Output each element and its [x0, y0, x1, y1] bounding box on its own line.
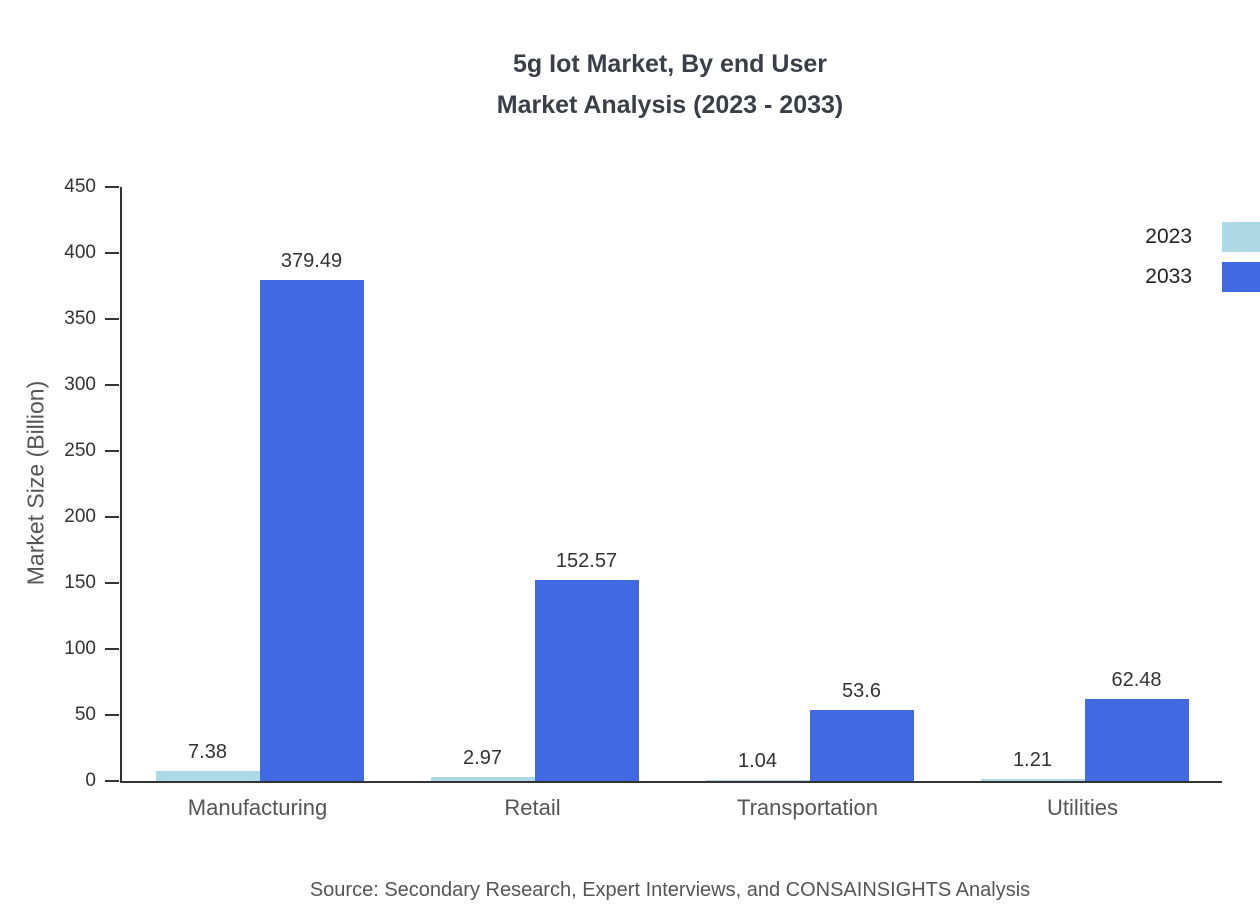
- y-tick-label: 150: [64, 572, 96, 593]
- y-tick: 100: [64, 638, 119, 660]
- legend-swatch-2023: [1222, 222, 1260, 252]
- bar-value-label-2033-utilities: 62.48: [1111, 668, 1162, 691]
- bar-2033-retail: [534, 579, 639, 781]
- chart-title-block: 5g Iot Market, By end User Market Analys…: [80, 52, 1260, 118]
- bar-value-label-2033-retail: 152.57: [555, 549, 618, 572]
- bar-2023-utilities: [980, 779, 1085, 781]
- bar-2033-transportation: [809, 710, 914, 781]
- y-tick-label: 400: [64, 242, 96, 263]
- y-axis-ticks: 0 50 100 150 200 250 300 350 400 450: [0, 176, 119, 791]
- bar-2023-transportation: [705, 779, 810, 781]
- y-tick: 150: [64, 572, 119, 594]
- y-tick-mark: [105, 714, 119, 716]
- bar-value-label-2023-transportation: 1.04: [738, 749, 777, 772]
- plot-area: 7.38 379.49 2.97 152.57 1.04 53.6 1.21 62.48: [120, 187, 1222, 783]
- bar-wrap-2023-transportation: 1.04: [705, 750, 810, 781]
- bar-wrap-2033-utilities: 62.48: [1084, 669, 1189, 781]
- y-tick: 300: [64, 374, 119, 396]
- bar-group-transportation: 1.04 53.6: [705, 680, 914, 781]
- legend-label-2023: 2023: [1145, 225, 1192, 248]
- chart-title: 5g Iot Market, By end User: [513, 50, 827, 78]
- y-tick-label: 100: [64, 638, 96, 659]
- y-tick-mark: [105, 252, 119, 254]
- x-category-label-manufacturing: Manufacturing: [187, 795, 328, 820]
- y-tick-label: 350: [64, 308, 96, 329]
- legend-item-2033: 2033: [1145, 262, 1260, 292]
- bar-2033-utilities: [1084, 698, 1189, 781]
- legend-swatch-2033: [1222, 262, 1260, 292]
- y-tick-label: 50: [74, 704, 96, 725]
- y-tick-mark: [105, 516, 119, 518]
- y-tick: 400: [64, 242, 119, 264]
- bar-2023-retail: [430, 777, 535, 781]
- bar-value-label-2033-transportation: 53.6: [842, 680, 881, 703]
- y-tick: 450: [64, 176, 119, 198]
- y-tick-mark: [105, 450, 119, 452]
- y-tick-mark: [105, 318, 119, 320]
- y-tick-label: 450: [64, 176, 96, 197]
- bar-value-label-2023-manufacturing: 7.38: [188, 741, 227, 764]
- bar-group-manufacturing: 7.38 379.49: [155, 250, 364, 781]
- bar-wrap-2033-transportation: 53.6: [809, 680, 914, 781]
- bar-group-utilities: 1.21 62.48: [980, 669, 1189, 781]
- x-category-label-utilities: Utilities: [1047, 795, 1118, 820]
- legend: 2023 2033: [1145, 222, 1260, 292]
- y-tick-mark: [105, 582, 119, 584]
- bar-wrap-2033-retail: 152.57: [534, 550, 639, 781]
- bar-wrap-2033-manufacturing: 379.49: [259, 250, 364, 781]
- x-category-label-retail: Retail: [504, 795, 561, 820]
- bar-value-label-2033-manufacturing: 379.49: [280, 250, 343, 273]
- y-tick-label: 300: [64, 374, 96, 395]
- chart-subtitle: Market Analysis (2023 - 2033): [496, 91, 844, 119]
- y-tick: 350: [64, 308, 119, 330]
- bar-wrap-2023-retail: 2.97: [430, 747, 535, 781]
- y-tick-mark: [105, 780, 119, 782]
- y-tick-mark: [105, 384, 119, 386]
- legend-item-2023: 2023: [1145, 222, 1260, 252]
- bar-wrap-2023-manufacturing: 7.38: [155, 741, 260, 781]
- bar-2023-manufacturing: [155, 771, 260, 781]
- y-tick: 200: [64, 506, 119, 528]
- y-tick-label: 250: [64, 440, 96, 461]
- legend-label-2033: 2033: [1145, 265, 1192, 288]
- y-tick: 50: [75, 704, 119, 726]
- y-tick-label: 0: [85, 770, 96, 791]
- y-tick-mark: [105, 186, 119, 188]
- source-text: Source: Secondary Research, Expert Inter…: [309, 879, 1031, 901]
- x-category-label-transportation: Transportation: [736, 795, 879, 820]
- y-tick: 250: [64, 440, 119, 462]
- bar-group-retail: 2.97 152.57: [430, 550, 639, 781]
- y-tick-mark: [105, 648, 119, 650]
- bar-value-label-2023-utilities: 1.21: [1013, 749, 1052, 772]
- y-tick-label: 200: [64, 506, 96, 527]
- bar-wrap-2023-utilities: 1.21: [980, 749, 1085, 781]
- bar-value-label-2023-retail: 2.97: [463, 747, 502, 770]
- y-tick: 0: [85, 770, 119, 792]
- bar-2033-manufacturing: [259, 280, 364, 781]
- x-category-row: Manufacturing Retail Transportation Utiliti…: [120, 795, 1220, 821]
